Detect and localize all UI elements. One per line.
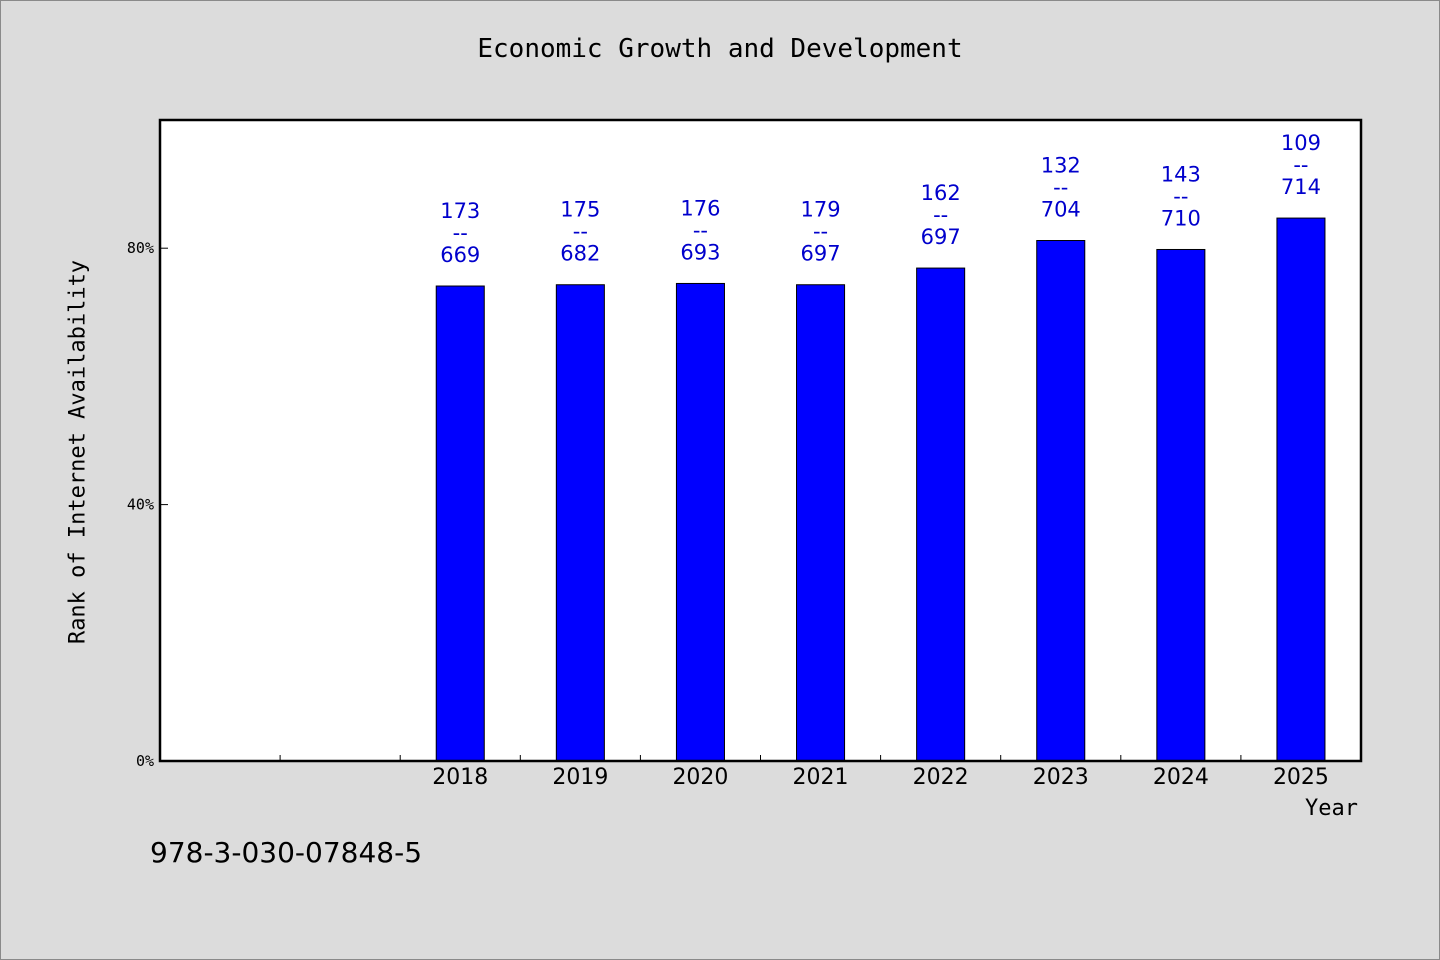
data-label: -- <box>1053 176 1068 200</box>
data-label: 179 <box>801 198 841 222</box>
data-label: -- <box>453 221 468 245</box>
x-tick-label: 2020 <box>672 765 728 790</box>
x-tick-label: 2025 <box>1273 765 1329 790</box>
x-tick-label: 2019 <box>552 765 608 790</box>
data-label: 173 <box>440 199 480 223</box>
data-label: 710 <box>1161 206 1201 230</box>
data-label: 143 <box>1161 162 1201 186</box>
x-tick-label: 2023 <box>1033 765 1089 790</box>
data-label: 714 <box>1281 175 1321 199</box>
data-label: -- <box>933 203 948 227</box>
data-label: 704 <box>1041 198 1081 222</box>
data-label: 162 <box>921 181 961 205</box>
data-label: 176 <box>680 196 720 220</box>
y-tick-label: 80% <box>127 239 154 257</box>
data-label: 132 <box>1041 154 1081 178</box>
x-tick-label: 2024 <box>1153 765 1209 790</box>
data-label: 693 <box>680 240 720 264</box>
bar-2023 <box>1036 240 1086 762</box>
data-label: 109 <box>1281 131 1321 155</box>
data-label: -- <box>573 220 588 244</box>
data-label: -- <box>1293 153 1308 177</box>
x-tick-label: 2022 <box>913 765 969 790</box>
data-label: 682 <box>560 242 600 266</box>
bar-2018 <box>435 285 485 762</box>
x-tick-label: 2018 <box>432 765 488 790</box>
bar-2025 <box>1276 217 1326 762</box>
bar-2024 <box>1156 248 1206 762</box>
bar-2020 <box>675 282 725 762</box>
data-label: 669 <box>440 243 480 267</box>
isbn-code: 978-3-030-07848-5 <box>150 836 423 869</box>
data-label: 175 <box>560 198 600 222</box>
data-label: 697 <box>801 242 841 266</box>
chart-title: Economic Growth and Development <box>477 34 963 64</box>
bar-2022 <box>916 267 966 762</box>
y-tick-label: 40% <box>127 496 154 514</box>
data-label: -- <box>693 218 708 242</box>
data-label: -- <box>813 220 828 244</box>
x-axis-title: Year <box>1305 796 1358 821</box>
bar-2021 <box>796 284 846 762</box>
plot-border <box>158 118 1363 763</box>
y-tick-label: 0% <box>136 752 154 770</box>
data-label: -- <box>1173 184 1188 208</box>
bar-2019 <box>555 284 605 762</box>
x-tick-label: 2021 <box>793 765 849 790</box>
data-label: 697 <box>921 225 961 249</box>
